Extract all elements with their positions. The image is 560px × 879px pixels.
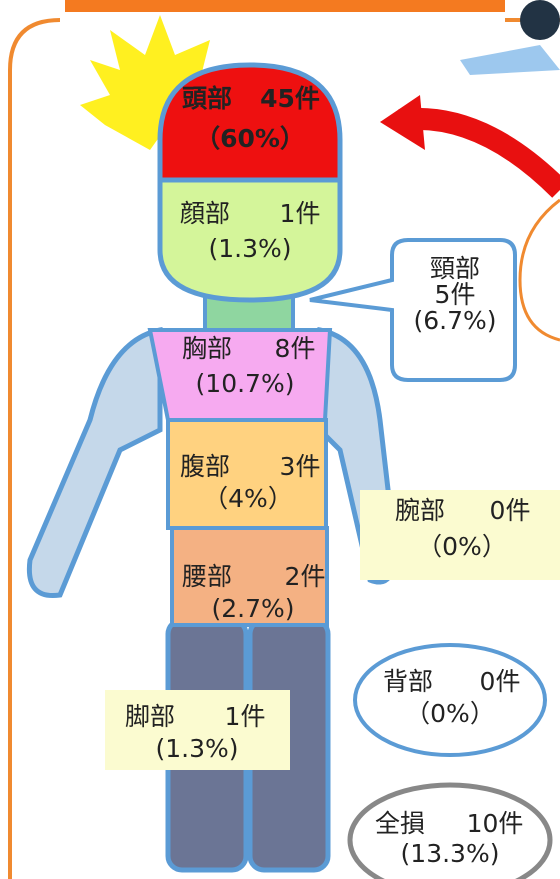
part-count: 45件 (260, 84, 320, 113)
part-name: 腕部 (395, 496, 445, 525)
person-head (520, 0, 560, 40)
part-count: 8件 (275, 334, 316, 363)
part-count: 1件 (280, 199, 321, 228)
part-percent: （0%） (417, 532, 507, 561)
part-percent: (2.7%) (211, 594, 294, 623)
part-count: 0件 (490, 496, 531, 525)
side-bubble (520, 200, 560, 340)
part-percent: （4%） (203, 484, 293, 513)
part-count: 0件 (480, 667, 521, 696)
part-name: 頸部 (430, 254, 480, 283)
page: 頭部 45件 （60%） 顔部 1件 (1.3%) 頸部5件(6.7%) 胸部 8件 (10.7%… (0, 0, 560, 879)
part-name: 全損 (375, 809, 425, 838)
arrow-shaft (400, 119, 560, 190)
part-count: 3件 (280, 452, 321, 481)
part-name: 胸部 (182, 334, 232, 363)
part-count: 1件 (225, 702, 266, 731)
part-percent: （60%） (195, 124, 305, 153)
part-name: 腹部 (180, 452, 230, 481)
person-arm (460, 45, 560, 75)
part-percent: (6.7%) (413, 306, 496, 335)
part-percent: (10.7%) (196, 369, 295, 398)
part-name: 頭部 (182, 84, 232, 113)
part-name: 背部 (383, 667, 433, 696)
part-percent: （0%） (405, 699, 495, 728)
header-bar (65, 0, 505, 12)
left-arm (29, 330, 160, 596)
part-count: 10件 (467, 809, 524, 838)
head-cap (160, 65, 340, 180)
part-percent: (1.3%) (208, 234, 291, 263)
part-count: 5件 (435, 280, 476, 309)
part-name: 顔部 (180, 199, 230, 228)
part-percent: (1.3%) (155, 734, 238, 763)
part-name: 脚部 (125, 702, 175, 731)
frame (10, 20, 60, 879)
part-count: 2件 (285, 562, 326, 591)
part-percent: (13.3%) (401, 839, 500, 868)
part-name: 腰部 (182, 562, 232, 591)
arrow-head (380, 95, 425, 150)
